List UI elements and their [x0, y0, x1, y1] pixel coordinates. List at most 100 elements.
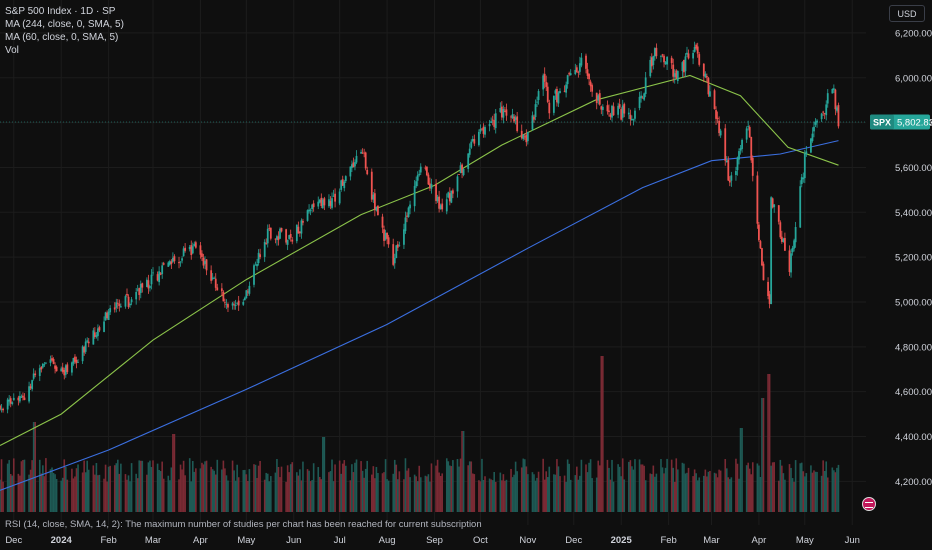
candle-body: [302, 221, 304, 223]
ma-60-label[interactable]: MA (60, close, 0, SMA, 5): [5, 32, 119, 43]
candle-body: [834, 89, 837, 110]
volume-bar: [706, 476, 708, 512]
volume-bar: [484, 476, 486, 512]
candle-body: [328, 199, 330, 207]
candle-body: [116, 302, 119, 304]
volume-bar: [707, 471, 710, 512]
candle-body: [152, 272, 154, 274]
volume-bar: [833, 470, 835, 512]
volume-bar: [383, 472, 385, 512]
candle-body: [182, 248, 185, 257]
volume-bar: [501, 480, 503, 512]
volume-bar: [149, 460, 151, 512]
volume-bar: [675, 458, 678, 512]
currency-button[interactable]: USD: [889, 5, 925, 22]
candle-body: [216, 287, 219, 291]
candle-body: [147, 280, 150, 289]
candle-body: [263, 241, 266, 257]
volume-bar: [698, 477, 701, 512]
candle-body: [288, 235, 291, 240]
x-tick-label: Feb: [100, 535, 116, 546]
volume-bar: [71, 468, 73, 512]
candle-body: [361, 152, 364, 154]
x-tick-label: Dec: [5, 535, 22, 546]
candle-body: [66, 364, 69, 373]
candle-body: [836, 107, 838, 111]
rsi-study-message: RSI (14, close, SMA, 14, 2): The maximum…: [5, 519, 482, 530]
volume-bar: [579, 475, 581, 512]
volume-bar: [816, 471, 818, 512]
symbol-title[interactable]: S&P 500 Index · 1D · SP: [5, 6, 116, 17]
candle-body: [652, 56, 655, 65]
candle-body: [213, 277, 216, 279]
volume-bar: [361, 470, 364, 512]
volume-bar: [130, 463, 133, 512]
candle-body: [511, 114, 514, 119]
volume-bar: [632, 469, 635, 512]
candle-body: [488, 124, 491, 127]
candle-body: [52, 359, 55, 364]
volume-bar: [309, 481, 312, 512]
volume-bar: [479, 481, 482, 512]
volume-bar: [344, 465, 347, 512]
volume-bar: [86, 460, 89, 512]
candle-body: [568, 73, 571, 75]
us-flag-icon[interactable]: [862, 497, 876, 511]
x-tick-label: Sep: [426, 535, 443, 546]
candle-body: [559, 90, 561, 94]
candle-body: [205, 259, 208, 271]
candle-body: [589, 81, 592, 87]
symbol-badge: [870, 114, 894, 130]
ma-244-label[interactable]: MA (244, close, 0, SMA, 5): [5, 19, 124, 30]
candle-body: [663, 55, 665, 63]
candle-body: [427, 174, 430, 185]
candle-body: [222, 291, 225, 302]
candle-body: [516, 116, 519, 131]
volume-bar: [31, 460, 33, 512]
y-tick-label: 4,200.00: [895, 477, 932, 488]
candle-body: [429, 183, 431, 189]
candle-body: [609, 114, 612, 117]
candle-body: [612, 106, 615, 116]
volume-bar: [545, 471, 548, 512]
volume-bar: [248, 469, 251, 512]
candle-body: [225, 303, 228, 305]
x-tick-label: Nov: [519, 535, 536, 546]
volume-bar: [504, 480, 506, 512]
x-tick-label: 2025: [611, 535, 633, 546]
candle-body: [816, 120, 818, 123]
candle-body: [107, 311, 110, 320]
candle-body: [514, 117, 517, 120]
candle-body: [18, 395, 21, 402]
candle-body: [666, 57, 668, 65]
volume-bar: [644, 480, 647, 512]
candle-body: [597, 95, 600, 101]
volume-bar: [751, 462, 754, 512]
volume-bar: [554, 474, 557, 512]
candle-body: [190, 245, 193, 256]
volume-bar: [222, 460, 225, 512]
candle-body: [306, 210, 309, 221]
volume-bar: [494, 481, 497, 512]
candle-body: [557, 92, 560, 104]
volume-bar: [247, 480, 249, 512]
volume-bar: [299, 469, 301, 512]
volume-bar: [692, 476, 694, 512]
candle-body: [672, 64, 675, 77]
volume-label[interactable]: Vol: [5, 45, 19, 56]
candle-body: [504, 111, 506, 113]
candle-body: [344, 176, 347, 182]
volume-bar: [618, 466, 621, 512]
candle-body: [735, 171, 737, 175]
volume-bar: [686, 472, 688, 512]
volume-bar: [328, 472, 330, 512]
candle-body: [285, 229, 288, 243]
candle-body: [403, 229, 405, 245]
volume-bar: [588, 462, 590, 512]
volume-bar: [654, 476, 656, 512]
volume-bar: [43, 476, 46, 512]
candle-body: [736, 157, 739, 171]
candle-body: [832, 88, 835, 91]
volume-bar: [40, 473, 43, 512]
